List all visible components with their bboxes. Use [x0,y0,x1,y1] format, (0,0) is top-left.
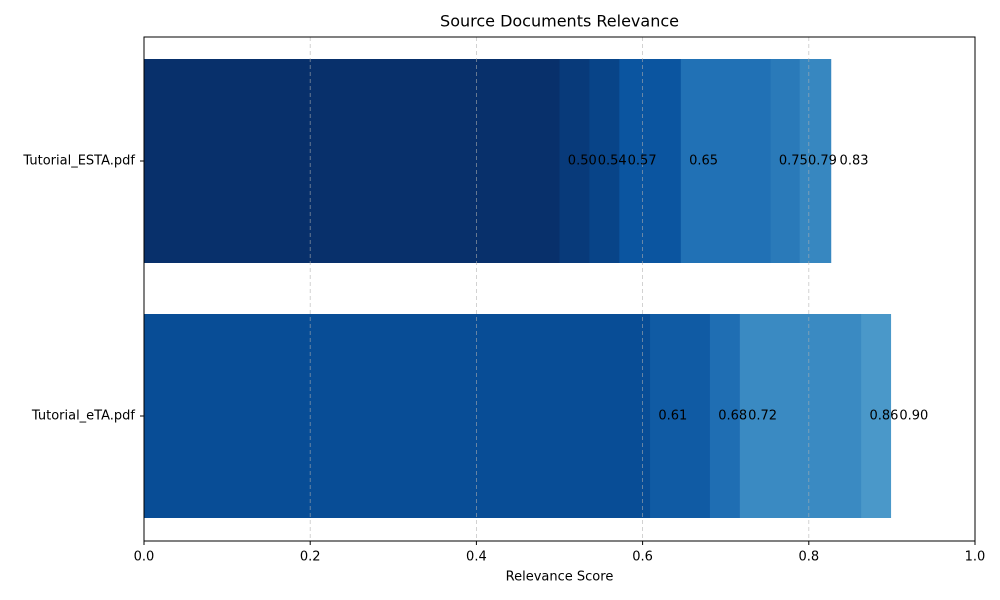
x-tick-label: 0.6 [632,550,653,565]
bar [144,314,651,518]
bar [144,59,560,263]
x-axis-label: Relevance Score [506,570,614,585]
data-label: 0.86 [869,409,898,424]
data-label: 0.68 [718,409,747,424]
data-label: 0.54 [598,154,627,169]
data-label: 0.75 [779,154,808,169]
data-label: 0.90 [899,409,928,424]
plot-frame [143,36,976,542]
y-tick-label: Tutorial_eTA.pdf [31,409,136,424]
data-label: 0.61 [658,409,687,424]
x-tick-label: 0.4 [466,550,487,565]
data-label: 0.72 [748,409,777,424]
chart-title: Source Documents Relevance [440,12,679,31]
x-tick-label: 0.2 [300,550,321,565]
data-label: 0.57 [628,154,657,169]
data-label: 0.83 [840,154,869,169]
data-label: 0.65 [689,154,718,169]
x-tick-label: 1.0 [965,550,986,565]
x-tick-label: 0.8 [798,550,819,565]
x-tick-label: 0.0 [134,550,155,565]
data-label: 0.79 [808,154,837,169]
y-tick-label: Tutorial_ESTA.pdf [22,154,135,169]
data-label: 0.50 [568,154,597,169]
